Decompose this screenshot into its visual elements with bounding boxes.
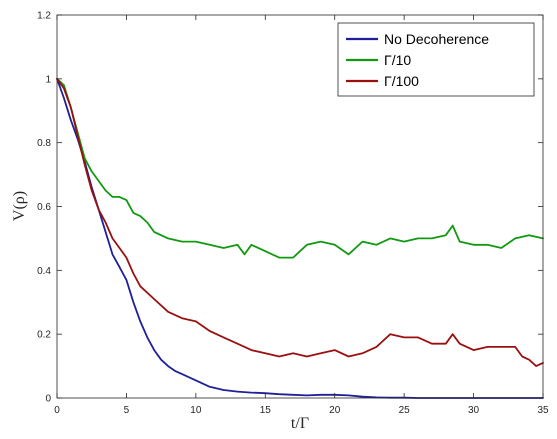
y-tick-label: 0 [45,394,51,405]
x-axis-label: t/Γ [291,415,309,432]
x-tick-label: 30 [468,405,480,416]
x-tick-label: 25 [399,405,411,416]
y-tick-label: 0.4 [37,266,51,277]
legend-label-0: No Decoherence [384,31,489,47]
y-tick-label: 0.8 [37,138,51,149]
y-tick-label: 1 [45,74,51,85]
y-tick-label: 0.2 [37,330,51,341]
legend: No Decoherence Γ/10 Γ/100 [338,23,534,96]
x-tick-label: 10 [190,405,202,416]
y-tick-label: 1.2 [37,11,51,22]
y-tick-label: 0.6 [37,202,51,213]
legend-label-2: Γ/100 [384,73,419,89]
legend-label-1: Γ/10 [384,52,411,68]
y-axis-label: V(ρ) [11,191,28,221]
x-tick-label: 5 [124,405,130,416]
x-tick-label: 35 [537,405,549,416]
x-tick-label: 20 [329,405,341,416]
x-tick-label: 15 [260,405,272,416]
x-tick-label: 0 [54,405,60,416]
